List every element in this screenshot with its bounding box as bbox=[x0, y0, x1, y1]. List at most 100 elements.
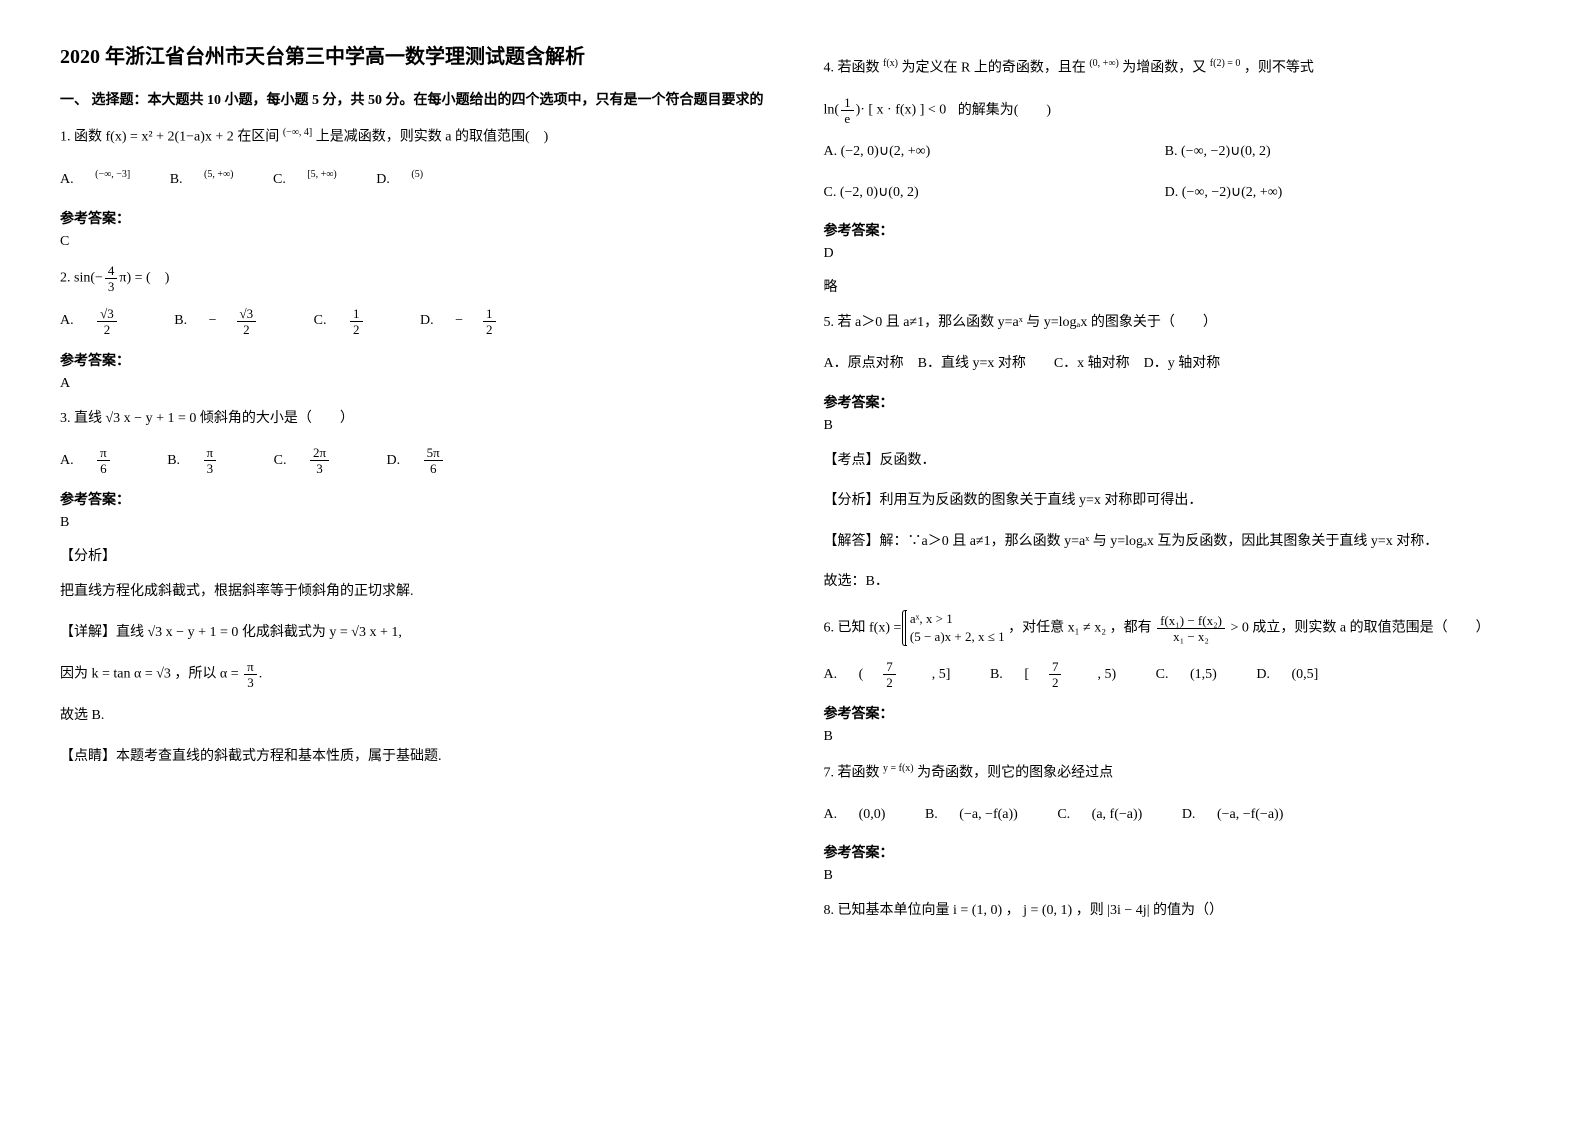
question-7: 7. 若函数 y = f(x) 为奇函数，则它的图象必经过点 bbox=[824, 759, 1528, 787]
answer-label: 参考答案： bbox=[824, 220, 1528, 240]
q6-answer: B bbox=[824, 729, 1528, 745]
q2-D-l: D. bbox=[420, 313, 434, 328]
answer-label: 参考答案： bbox=[60, 489, 764, 509]
question-5: 5. 若 a＞0 且 a≠1，那么函数 y=aˣ 与 y=logₐx 的图象关于… bbox=[824, 310, 1528, 337]
q5-options: A．原点对称 B．直线 y=x 对称 C．x 轴对称 D．y 轴对称 bbox=[824, 351, 1528, 378]
q4-tail: 的解集为( ) bbox=[958, 103, 1051, 118]
q6-A-num: 7 bbox=[883, 660, 896, 675]
question-8: 8. 已知基本单位向量 i = (1, 0) ， j = (0, 1) ，则 |… bbox=[824, 898, 1528, 925]
q3-A-num: π bbox=[97, 446, 110, 461]
q4-B-l: B. bbox=[1165, 144, 1178, 159]
q3-A-den: 6 bbox=[97, 461, 110, 475]
q2-D-num: 1 bbox=[483, 307, 496, 322]
q5-answer: B bbox=[824, 418, 1528, 434]
q6-C: (1,5) bbox=[1190, 667, 1217, 682]
answer-label: 参考答案： bbox=[824, 392, 1528, 412]
q6-case1: aˣ, x > 1 bbox=[910, 610, 1005, 628]
q5-kd: 【考点】反函数． bbox=[824, 448, 1528, 475]
q3-because: 因为 k = tan α = √3 ，所以 α = π3. bbox=[60, 660, 764, 689]
q3-xiangjie-h: 【详解】直线 bbox=[60, 625, 144, 640]
q2-stem: 2. bbox=[60, 270, 71, 285]
q6-B-l: B. bbox=[990, 667, 1003, 682]
q2-options: A. √32 B. −√32 C. 12 D. −12 bbox=[60, 307, 764, 336]
q3-D-num: 5π bbox=[424, 446, 443, 461]
q3-D-l: D. bbox=[387, 453, 401, 468]
q3-eq: √3 x − y + 1 = 0 bbox=[106, 411, 197, 426]
q4-stem-c: 为增函数，又 bbox=[1122, 61, 1206, 76]
q3-B-den: 3 bbox=[204, 461, 217, 475]
q6-D-l: D. bbox=[1256, 667, 1270, 682]
q8-expr: |3i − 4j| bbox=[1107, 903, 1149, 918]
q3-fenxi-h: 【分析】 bbox=[60, 545, 764, 565]
q4-D: (−∞, −2)∪(2, +∞) bbox=[1182, 185, 1283, 200]
q4-options-row2: C. (−2, 0)∪(0, 2) D. (−∞, −2)∪(2, +∞) bbox=[824, 180, 1528, 207]
q6-frac-den: x₁ − x₂ bbox=[1157, 629, 1225, 643]
q7-D: (−a, −f(−a)) bbox=[1217, 807, 1283, 822]
q3-B-num: π bbox=[204, 446, 217, 461]
q3-C-l: C. bbox=[274, 453, 287, 468]
q4-ineq: ln(1e)· [ x · f(x) ] < 0 的解集为( ) bbox=[824, 96, 1528, 125]
q7-stem-b: 为奇函数，则它的图象必经过点 bbox=[917, 766, 1113, 781]
q3-D-den: 6 bbox=[424, 461, 443, 475]
question-6: 6. 已知 f(x) = aˣ, x > 1 (5 − a)x + 2, x ≤… bbox=[824, 610, 1528, 646]
q2-B-l: B. bbox=[174, 313, 187, 328]
q7-yfx: y = f(x) bbox=[883, 763, 914, 774]
q6-A-den: 2 bbox=[883, 675, 896, 689]
q2-A-l: A. bbox=[60, 313, 74, 328]
q2-expr-a: sin(− bbox=[74, 270, 103, 285]
q6-stem-d: 成立，则实数 a 的取值范围是（ ） bbox=[1252, 620, 1489, 635]
answer-label: 参考答案： bbox=[824, 703, 1528, 723]
q1-answer: C bbox=[60, 234, 764, 250]
q6-gt: > 0 bbox=[1230, 620, 1248, 635]
page-title: 2020 年浙江省台州市天台第三中学高一数学理测试题含解析 bbox=[60, 40, 764, 69]
q3-C-den: 3 bbox=[310, 461, 329, 475]
q1-C-label: C. bbox=[273, 172, 286, 187]
q3-xiangjie-eq1: √3 x − y + 1 = 0 bbox=[148, 625, 239, 640]
q4-ln-b: · [ x · f(x) ] < 0 bbox=[860, 103, 946, 118]
q4-ln-num: 1 bbox=[841, 96, 854, 111]
q6-B-post: , 5) bbox=[1097, 667, 1116, 682]
q8-tail: 的值为（） bbox=[1153, 903, 1223, 918]
q1-stem-b: 在区间 bbox=[237, 130, 279, 145]
q2-den: 3 bbox=[105, 279, 118, 293]
q2-B-pre: − bbox=[209, 313, 217, 328]
question-3: 3. 直线 √3 x − y + 1 = 0 倾斜角的大小是（ ） bbox=[60, 406, 764, 433]
q7-C-l: C. bbox=[1057, 807, 1070, 822]
q6-A-pre: ( bbox=[859, 667, 864, 682]
q1-A: (−∞, −3] bbox=[95, 169, 130, 180]
q6-fx: f(x) = bbox=[869, 620, 901, 635]
q4-A: (−2, 0)∪(2, +∞) bbox=[841, 144, 931, 159]
q8-stem-b: ，则 bbox=[1076, 903, 1104, 918]
q6-frac-num: f(x₁) − f(x₂) bbox=[1157, 614, 1225, 629]
q6-B-den: 2 bbox=[1049, 675, 1062, 689]
q2-B-num: √3 bbox=[237, 307, 257, 322]
q3-stem-a: 3. 直线 bbox=[60, 411, 102, 426]
q7-answer: B bbox=[824, 868, 1528, 884]
q7-A: (0,0) bbox=[859, 807, 886, 822]
q6-options: A. (72, 5] B. [72, 5) C. (1,5) D. (0,5] bbox=[824, 660, 1528, 689]
q4-stem-d: ，则不等式 bbox=[1244, 61, 1314, 76]
q2-num: 4 bbox=[105, 264, 118, 279]
q8-comma1: ， bbox=[1006, 903, 1020, 918]
q4-answer: D bbox=[824, 246, 1528, 262]
answer-label: 参考答案： bbox=[60, 208, 764, 228]
q2-answer: A bbox=[60, 376, 764, 392]
q4-lue: 略 bbox=[824, 276, 1528, 296]
q3-xiangjie-mid: 化成斜截式为 bbox=[242, 625, 326, 640]
q1-options: A. (−∞, −3] B. (5, +∞) C. [5, +∞) D. (5) bbox=[60, 165, 764, 193]
q2-A-num: √3 bbox=[97, 307, 117, 322]
q4-options-row1: A. (−2, 0)∪(2, +∞) B. (−∞, −2)∪(0, 2) bbox=[824, 139, 1528, 166]
q6-C-l: C. bbox=[1156, 667, 1169, 682]
q3-C-num: 2π bbox=[310, 446, 329, 461]
q1-fn: f(x) = x² + 2(1−a)x + 2 bbox=[106, 130, 234, 145]
q1-D: (5) bbox=[411, 169, 423, 180]
q2-B-den: 2 bbox=[237, 322, 257, 336]
q3-alpha-den: 3 bbox=[244, 675, 257, 689]
q6-B-pre: [ bbox=[1024, 667, 1029, 682]
q7-options: A. (0,0) B. (−a, −f(a)) C. (a, f(−a)) D.… bbox=[824, 802, 1528, 829]
q6-neq: x₁ ≠ x₂ bbox=[1068, 620, 1106, 635]
q6-stem-b: ，对任意 bbox=[1008, 620, 1064, 635]
section-1-heading: 一、 选择题：本大题共 10 小题，每小题 5 分，共 50 分。在每小题给出的… bbox=[60, 89, 764, 109]
question-4: 4. 若函数 f(x) 为定义在 R 上的奇函数，且在 (0, +∞) 为增函数… bbox=[824, 54, 1528, 82]
q3-fenxi: 把直线方程化成斜截式，根据斜率等于倾斜角的正切求解. bbox=[60, 579, 764, 606]
